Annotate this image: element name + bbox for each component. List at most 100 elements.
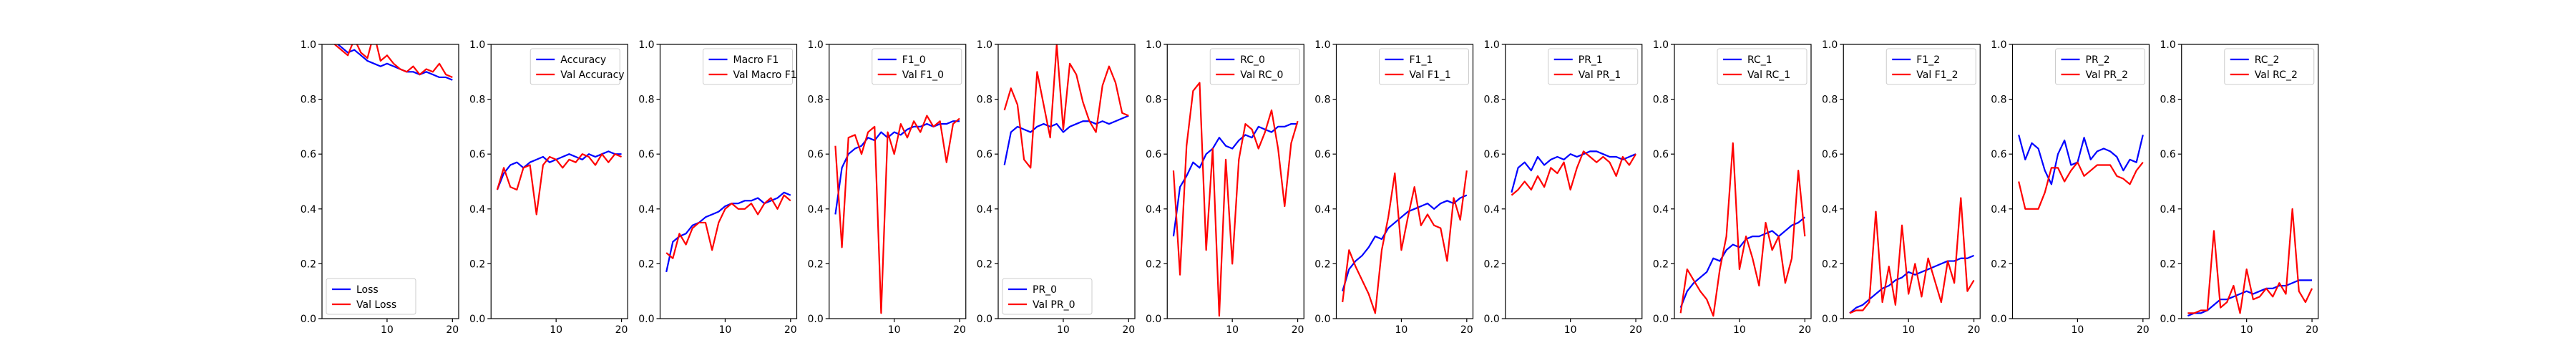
y-tick-label: 0.4: [1483, 204, 1499, 216]
y-tick-label: 0.2: [2160, 258, 2175, 270]
y-tick-label: 0.4: [1822, 204, 1838, 216]
series-line-val-rc-0: [1172, 82, 1299, 317]
legend-label-val-rc-0: Val RC_0: [1240, 69, 1283, 81]
y-tick-label: 0.8: [1314, 95, 1330, 106]
y-tick-label: 0.0: [1314, 314, 1330, 325]
legend-label-val-pr-0: Val PR_0: [1033, 299, 1075, 311]
chart-panel-1: 0.0 0.2 0.4 0.6 0.8 1.0 10 20 Loss Val Loss: [301, 39, 459, 336]
legend-label-pr-0: PR_0: [1033, 284, 1057, 296]
series-line-f1-1: [1342, 194, 1468, 292]
y-tick-label: 0.2: [301, 258, 316, 270]
y-tick-label: 0.0: [638, 314, 654, 325]
series-line-val-accuracy: [496, 153, 622, 216]
series-line-f1-2: [1849, 254, 1974, 314]
y-tick-label: 0.0: [1483, 314, 1499, 325]
legend-box: [1209, 48, 1300, 85]
x-tick-label: 10: [2240, 324, 2253, 336]
chart-panel-10: 0.0 0.2 0.4 0.6 0.8 1.0 10 20 F1_2 Val F1_2: [1822, 39, 1981, 336]
series-line-accuracy: [496, 150, 622, 190]
y-tick-label: 0.8: [1653, 95, 1669, 106]
legend-label-loss: Loss: [356, 284, 379, 296]
series-line-val-f1-0: [834, 115, 960, 314]
x-tick-label: 20: [1798, 324, 1811, 336]
legend-label-val-rc-1: Val RC_1: [1747, 69, 1790, 81]
y-tick-label: 1.0: [638, 39, 654, 51]
y-tick-label: 0.2: [469, 258, 485, 270]
series-line-val-f1-1: [1342, 170, 1468, 314]
y-tick-label: 0.4: [1146, 204, 1161, 216]
legend: RC_1 Val RC_1: [1717, 48, 1807, 85]
legend-box: [1379, 48, 1469, 85]
y-tick-label: 0.0: [2160, 314, 2175, 325]
y-tick-label: 0.0: [977, 314, 992, 325]
legend-box: [1002, 278, 1093, 315]
y-tick-label: 0.2: [1653, 258, 1669, 270]
legend-label-pr-2: PR_2: [2086, 54, 2110, 66]
chart-panel-5: 0.0 0.2 0.4 0.6 0.8 1.0 10 20 PR_0 Val PR_0: [977, 39, 1136, 336]
series-line-val-f1-2: [1849, 197, 1975, 314]
axes-frame: [1843, 44, 1981, 319]
series-line-val-pr-0: [1003, 44, 1129, 169]
y-tick-label: 0.2: [1314, 258, 1330, 270]
y-tick-label: 0.6: [977, 149, 992, 160]
x-tick-label: 20: [1460, 324, 1473, 336]
legend: Loss Val Loss: [326, 278, 416, 315]
series-line-loss: [336, 44, 453, 81]
x-tick-label: 20: [953, 324, 966, 336]
x-tick-label: 10: [1564, 324, 1577, 336]
axes-frame: [1166, 44, 1304, 319]
legend-label-val-rc-2: Val RC_2: [2255, 69, 2298, 81]
y-tick-label: 0.0: [1653, 314, 1669, 325]
axes-frame: [997, 44, 1136, 319]
x-tick-label: 10: [2072, 324, 2084, 336]
x-tick-label: 20: [615, 324, 628, 336]
legend-label-f1-1: F1_1: [1410, 54, 1433, 66]
legend: PR_1 Val PR_1: [1548, 48, 1639, 85]
y-tick-label: 1.0: [807, 39, 823, 51]
chart-panel-6: 0.0 0.2 0.4 0.6 0.8 1.0 10 20 RC_0 Val RC_0: [1146, 39, 1304, 336]
x-tick-label: 10: [719, 324, 732, 336]
series-line-pr-1: [1511, 150, 1636, 193]
legend-label-accuracy: Accuracy: [560, 54, 606, 66]
y-tick-label: 0.8: [1146, 95, 1161, 106]
legend-label-rc-1: RC_1: [1747, 54, 1772, 66]
chart-panel-11: 0.0 0.2 0.4 0.6 0.8 1.0 10 20 PR_2 Val PR_2: [1991, 39, 2150, 336]
legend-box: [1885, 48, 1976, 85]
x-tick-label: 20: [784, 324, 797, 336]
series-line-pr-0: [1003, 115, 1129, 165]
legend-box: [872, 48, 962, 85]
x-tick-label: 20: [446, 324, 459, 336]
legend-box: [1717, 48, 1807, 85]
y-tick-label: 0.6: [1822, 149, 1838, 160]
x-tick-label: 10: [1733, 324, 1746, 336]
series-line-rc-2: [2187, 279, 2313, 317]
y-tick-label: 0.4: [807, 204, 823, 216]
y-tick-label: 0.4: [638, 204, 654, 216]
x-tick-label: 20: [2306, 324, 2318, 336]
y-tick-label: 0.8: [807, 95, 823, 106]
legend-label-rc-0: RC_0: [1240, 54, 1265, 66]
y-tick-label: 0.6: [1653, 149, 1669, 160]
y-tick-label: 1.0: [1822, 39, 1838, 51]
y-tick-label: 0.4: [2160, 204, 2175, 216]
y-tick-label: 0.6: [301, 149, 316, 160]
legend-label-macro-f1: Macro F1: [733, 54, 779, 66]
x-tick-label: 10: [1226, 324, 1239, 336]
axes-frame: [321, 44, 459, 319]
axes-frame: [1505, 44, 1643, 319]
x-tick-label: 10: [1395, 324, 1408, 336]
x-tick-label: 20: [1968, 324, 1981, 336]
axes-frame: [659, 44, 798, 319]
axes-frame: [1674, 44, 1812, 319]
y-tick-label: 0.0: [301, 314, 316, 325]
legend: Macro F1 Val Macro F1: [703, 48, 797, 85]
y-tick-label: 0.2: [977, 258, 992, 270]
y-tick-label: 0.4: [1991, 204, 2006, 216]
legend: F1_1 Val F1_1: [1379, 48, 1469, 85]
y-tick-label: 0.6: [1146, 149, 1161, 160]
y-tick-label: 0.4: [469, 204, 485, 216]
y-tick-label: 1.0: [1146, 39, 1161, 51]
y-tick-label: 0.8: [469, 95, 485, 106]
axes-frame: [2011, 44, 2150, 319]
